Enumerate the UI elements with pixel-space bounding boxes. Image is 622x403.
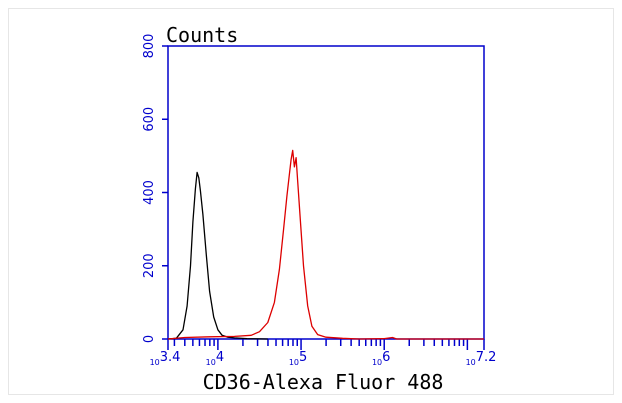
series-line-2 [167, 149, 484, 340]
x-tick-base: 10 [372, 358, 382, 367]
x-tick-exponent: 6 [382, 350, 390, 365]
plot-area [167, 45, 485, 340]
x-tick-base: 10 [150, 358, 160, 367]
x-axis-ticks: 103.4 104 105 106 107.2 [150, 339, 497, 367]
x-tick-exponent: 5 [299, 350, 307, 365]
x-tick-label: 107.2 [466, 350, 497, 367]
x-tick-label: 104 [206, 350, 224, 367]
x-tick-label: 105 [289, 350, 307, 367]
chart-frame [8, 8, 614, 395]
x-tick-base: 10 [206, 358, 216, 367]
x-tick-base: 10 [466, 358, 476, 367]
x-tick-exponent: 7.2 [476, 350, 497, 365]
x-tick-exponent: 3.4 [160, 350, 181, 365]
series-line-1 [167, 171, 268, 340]
y-tick-label: 0 [142, 335, 157, 343]
y-tick-label: 400 [142, 180, 157, 205]
x-tick-exponent: 4 [216, 350, 224, 365]
y-axis-title: Counts [166, 23, 238, 47]
y-tick-label: 200 [142, 253, 157, 278]
y-tick-label: 800 [142, 34, 157, 59]
x-tick-base: 10 [289, 358, 299, 367]
x-axis-title: CD36-Alexa Fluor 488 [203, 370, 444, 394]
y-axis-ticks: 0 200 400 600 800 [142, 34, 168, 343]
x-tick-label: 103.4 [150, 350, 181, 367]
x-tick-label: 106 [372, 350, 390, 367]
y-tick-label: 600 [142, 107, 157, 132]
series-layer [167, 149, 484, 340]
